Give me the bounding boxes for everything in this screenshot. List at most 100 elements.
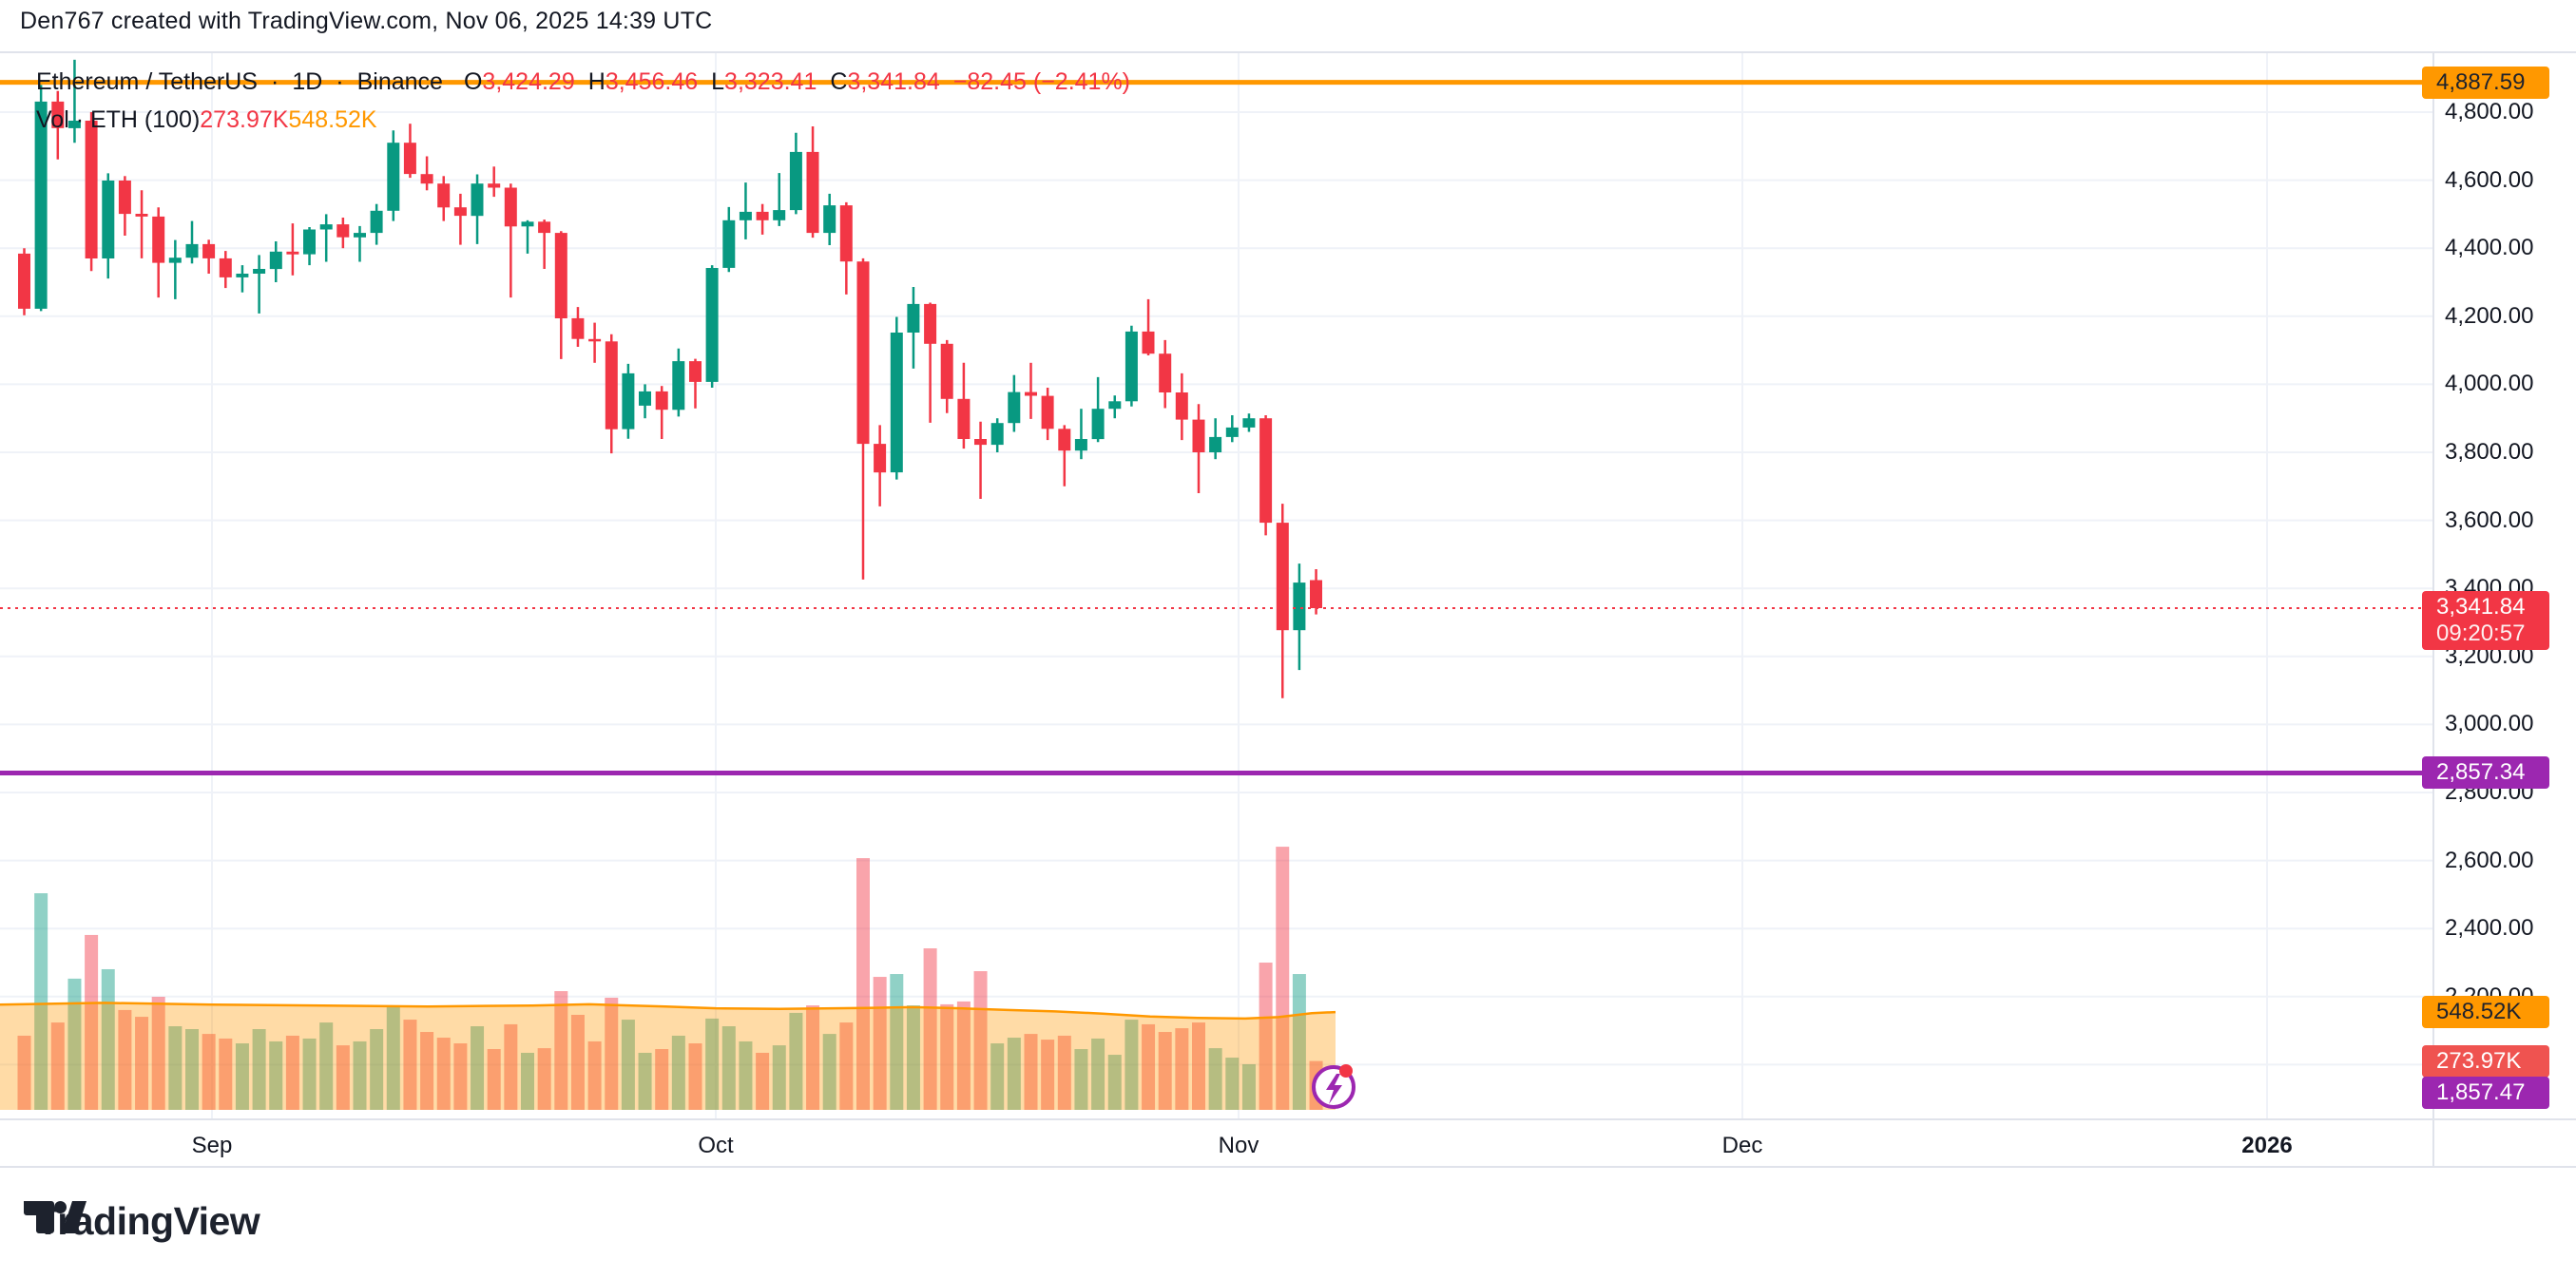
- candle: [722, 206, 736, 273]
- candle-body: [571, 317, 585, 339]
- candle: [588, 322, 602, 363]
- candle-body: [236, 274, 249, 277]
- volume-bar: [621, 1020, 635, 1110]
- candle-body: [319, 224, 333, 230]
- candle-body: [488, 183, 501, 188]
- candle: [118, 176, 131, 236]
- close-value: 3,341.84: [847, 68, 940, 95]
- candle: [420, 156, 433, 191]
- price-axis-label: 4,400.00: [2445, 235, 2534, 261]
- candle: [554, 231, 567, 359]
- candle: [839, 201, 853, 295]
- candle-body: [622, 372, 635, 430]
- volume-bar: [940, 1003, 954, 1110]
- notification-dot: [1339, 1064, 1353, 1078]
- low-value: 3,323.41: [724, 68, 817, 95]
- interval-value[interactable]: 1D: [292, 68, 323, 95]
- candle: [990, 418, 1004, 452]
- volume-bar: [336, 1045, 350, 1110]
- candle-body: [437, 183, 451, 208]
- candle: [437, 176, 451, 221]
- flash-icon[interactable]: [1305, 1058, 1366, 1118]
- volume-bar: [453, 1043, 468, 1110]
- candle-body: [588, 338, 602, 342]
- candle-body: [823, 205, 836, 234]
- candle-body: [538, 221, 551, 234]
- ath-level-badge: 4,887.59: [2422, 66, 2549, 99]
- volume-bar: [1292, 974, 1306, 1110]
- volume-bar: [1276, 847, 1290, 1110]
- footer-branding: TradingView: [23, 1199, 260, 1244]
- candle-body: [1259, 418, 1273, 524]
- candle-body: [689, 361, 702, 382]
- volume-bar: [739, 1040, 753, 1110]
- candle: [924, 302, 937, 423]
- exchange-name: Binance: [356, 68, 443, 95]
- candle: [185, 220, 199, 264]
- candle: [1175, 372, 1188, 441]
- candle: [403, 124, 416, 179]
- open-label: O: [463, 68, 483, 95]
- volume-bar: [956, 1001, 971, 1110]
- volume-bar: [487, 1049, 501, 1110]
- candle-body: [18, 253, 30, 309]
- volume-bar: [50, 1022, 65, 1110]
- candle-body: [219, 258, 232, 277]
- candle: [538, 220, 551, 269]
- volume-bar: [839, 1022, 854, 1110]
- candle-body: [1276, 523, 1289, 631]
- candle: [1008, 374, 1021, 432]
- volume-legend[interactable]: Vol · ETH (100) 273.97K 548.52K: [36, 106, 377, 134]
- time-axis-label-nov: Nov: [1218, 1133, 1259, 1158]
- candle-body: [34, 101, 48, 309]
- candle: [605, 334, 618, 454]
- volume-bar: [1142, 1023, 1156, 1110]
- candle: [1242, 413, 1256, 432]
- candle: [34, 85, 48, 312]
- volume-value-badge-value: 273.97K: [2436, 1047, 2522, 1074]
- candle: [1259, 415, 1273, 536]
- symbol-title[interactable]: Ethereum / TetherUS: [36, 68, 258, 95]
- price-axis-label: 4,800.00: [2445, 99, 2534, 124]
- volume-bar: [1091, 1038, 1105, 1110]
- candle: [689, 358, 702, 409]
- volume-bar: [772, 1045, 786, 1110]
- candle: [1091, 376, 1105, 443]
- candle-body: [202, 243, 216, 258]
- candle-body: [1192, 419, 1205, 452]
- symbol-legend[interactable]: Ethereum / TetherUS · 1D · Binance O 3,42…: [36, 68, 1130, 96]
- candle-body: [118, 181, 131, 215]
- candle: [1142, 298, 1155, 355]
- candle: [907, 287, 920, 369]
- candle-body: [756, 211, 769, 220]
- legend-separator: ·: [336, 68, 344, 95]
- volume-ma-line: [0, 1002, 1336, 1021]
- volume-label[interactable]: Vol · ETH (100): [36, 106, 201, 133]
- candle-body: [1091, 409, 1105, 440]
- candle-body: [672, 361, 685, 410]
- time-axis-label-sep: Sep: [191, 1133, 233, 1158]
- volume-bar: [655, 1049, 669, 1110]
- candle: [471, 174, 484, 244]
- volume-bar: [1175, 1028, 1189, 1110]
- candle-body: [806, 151, 819, 234]
- volume-bar: [756, 1052, 770, 1110]
- volume-bar: [856, 858, 870, 1110]
- candle: [874, 425, 887, 506]
- candle: [739, 182, 752, 239]
- volume-bar: [1241, 1063, 1256, 1110]
- candle: [303, 227, 316, 266]
- candle-body: [890, 333, 903, 473]
- candle-body: [1074, 439, 1087, 451]
- candle-body: [1175, 392, 1188, 420]
- volume-bar: [1125, 1020, 1139, 1110]
- candle: [773, 173, 786, 226]
- candle-body: [856, 261, 870, 445]
- candle: [1209, 418, 1222, 460]
- price-axis-label: 4,200.00: [2445, 302, 2534, 329]
- volume-bar: [67, 978, 82, 1110]
- volume-bar: [822, 1034, 836, 1110]
- volume-bar: [168, 1026, 183, 1110]
